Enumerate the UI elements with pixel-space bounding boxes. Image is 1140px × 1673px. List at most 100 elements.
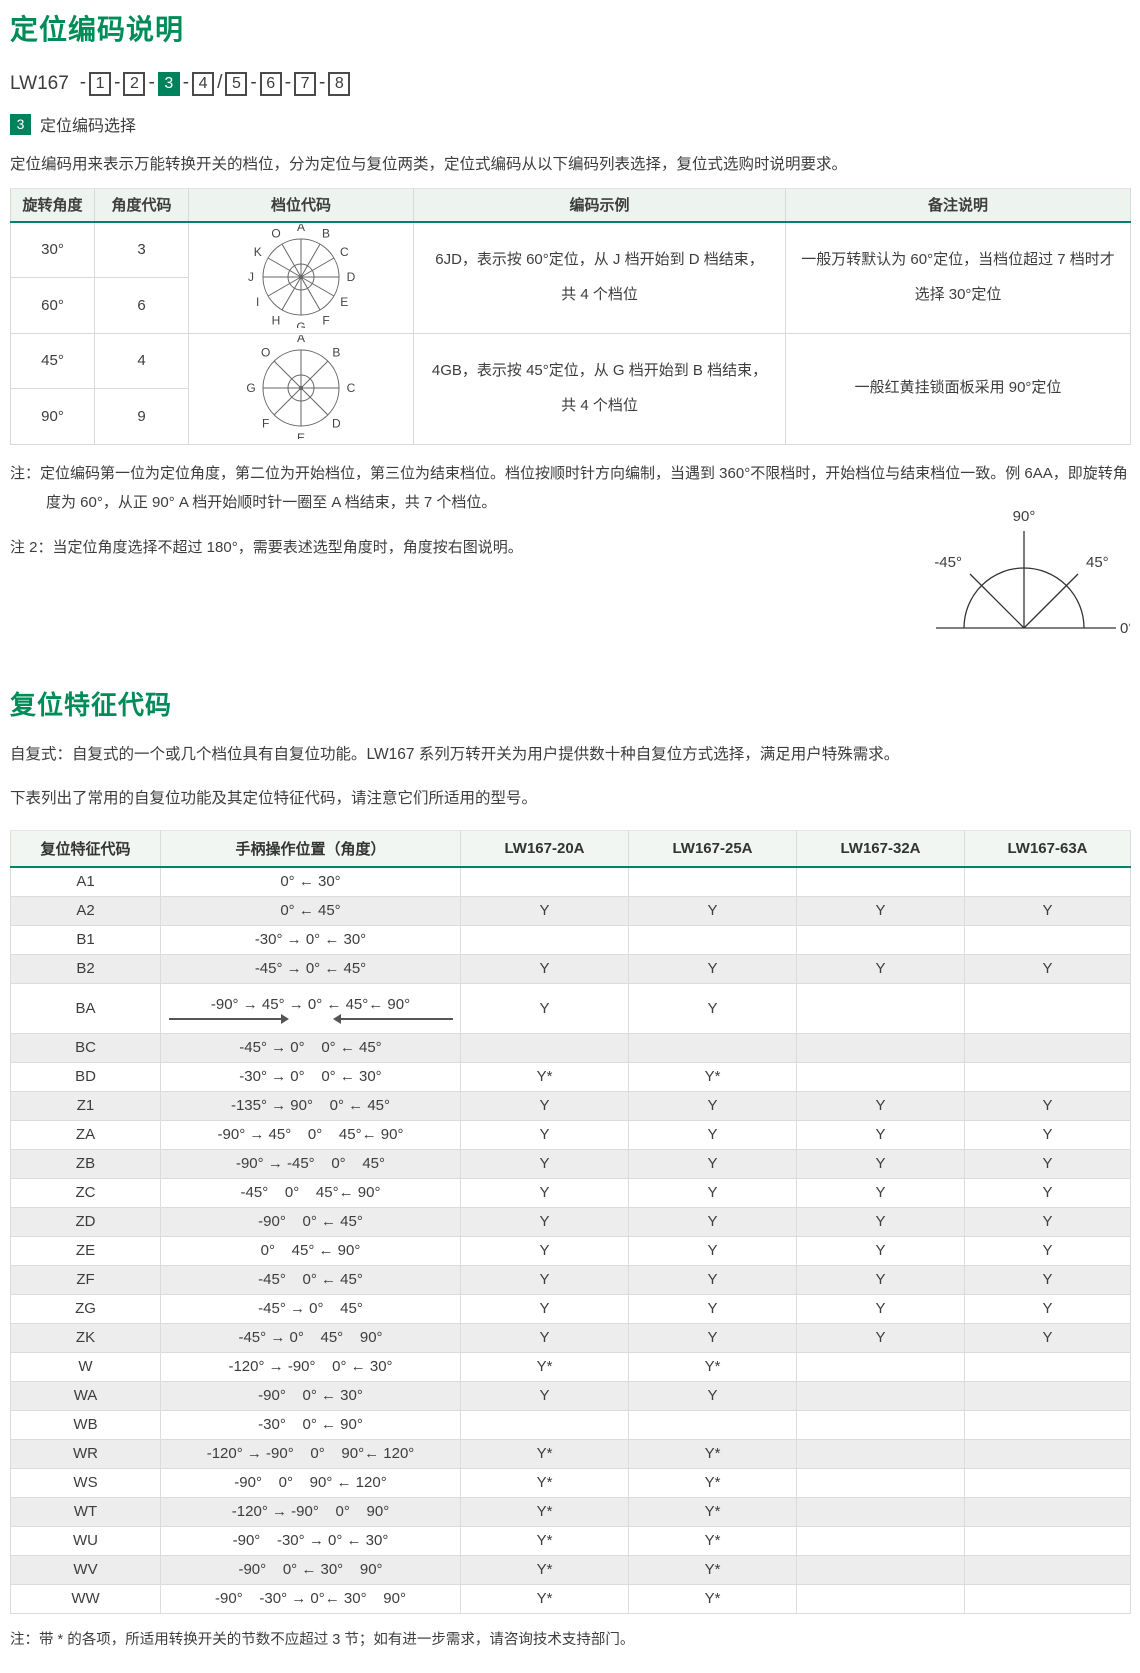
column-header-reset-code: 复位特征代码 xyxy=(10,829,161,868)
rotation-angle-cell: 60° xyxy=(10,276,95,334)
table-row: BD -30° → 0° 0° ← 30° Y* Y* xyxy=(10,1061,1131,1092)
svg-text:C: C xyxy=(340,245,349,259)
model-prefix: LW167 xyxy=(10,73,69,94)
handle-position-cell: 0° ← 30° xyxy=(160,866,461,897)
reset-code-cell: ZA xyxy=(10,1119,161,1150)
handle-position-cell: -135° → 90° 0° ← 45° xyxy=(160,1090,461,1121)
code-separator: - xyxy=(79,72,87,93)
reset-code-cell: WV xyxy=(10,1554,161,1585)
code-separator: - xyxy=(114,72,121,93)
reset-code-cell: WW xyxy=(10,1583,161,1614)
code-separator: - xyxy=(250,72,257,93)
availability-cell: Y xyxy=(628,1090,797,1121)
handle-position-cell: -90° → -45° 0° 45° xyxy=(160,1148,461,1179)
reset-code-cell: ZE xyxy=(10,1235,161,1266)
table-row: 90° 9 xyxy=(10,388,1131,445)
availability-cell: Y xyxy=(460,1148,629,1179)
svg-text:G: G xyxy=(296,320,305,328)
reset-code-cell: WB xyxy=(10,1409,161,1440)
reset-code-cell: WS xyxy=(10,1467,161,1498)
reset-code-cell: A2 xyxy=(10,895,161,926)
table-row: WW -90° -30° → 0°← 30° 90° Y* Y* xyxy=(10,1583,1131,1614)
reset-code-cell: ZD xyxy=(10,1206,161,1237)
right-arrow-line xyxy=(168,1014,289,1024)
table-row: ZB -90° → -45° 0° 45° Y Y Y Y xyxy=(10,1148,1131,1179)
code-box-2: 2 xyxy=(123,72,146,96)
reset-code-cell: BC xyxy=(10,1032,161,1063)
table-row: 45° 4 A B C D E F G O 4GB，表示按 45°定位，从 G 档开始到 B … xyxy=(10,331,1131,445)
reset-code-cell: ZB xyxy=(10,1148,161,1179)
availability-cell: Y xyxy=(628,953,797,984)
availability-cell xyxy=(964,1438,1131,1469)
availability-cell xyxy=(964,924,1131,955)
availability-cell: Y xyxy=(628,1206,797,1237)
svg-text:A: A xyxy=(297,224,305,234)
availability-cell: Y* xyxy=(460,1438,629,1469)
availability-cell: Y xyxy=(460,1235,629,1266)
code-box-7: 7 xyxy=(294,72,317,96)
table-row: WT -120° → -90° 0° 90° Y* Y* xyxy=(10,1496,1131,1527)
availability-cell: Y xyxy=(460,953,629,984)
handle-position-cell: -45° → 0° ← 45° xyxy=(160,953,461,984)
section-badge-label: 定位编码选择 xyxy=(40,118,137,135)
reset-code-cell: A1 xyxy=(10,866,161,897)
reset-code-cell: BA xyxy=(10,982,161,1034)
handle-position-cell: -45° 0° ← 45° xyxy=(160,1264,461,1295)
reset-code-cell: WT xyxy=(10,1496,161,1527)
code-separator: / xyxy=(217,72,223,93)
reset-code-cell: ZC xyxy=(10,1177,161,1208)
svg-text:E: E xyxy=(340,295,348,309)
availability-cell: Y xyxy=(628,1235,797,1266)
availability-cell: Y xyxy=(796,953,965,984)
availability-cell: Y xyxy=(628,1177,797,1208)
handle-position-cell: -90° → 45° 0° 45°← 90° xyxy=(160,1119,461,1150)
code-separator: - xyxy=(284,72,292,93)
availability-cell xyxy=(796,1438,965,1469)
reset-code-cell: WA xyxy=(10,1380,161,1411)
reset-table-body: A1 0° ← 30° A2 0° ← 45° Y Y Y Y B1 -30° → 0° ← 30… xyxy=(10,866,1131,1614)
availability-cell: Y* xyxy=(460,1583,629,1614)
handle-position-cell: -90° 0° ← 45° xyxy=(160,1206,461,1237)
code-separator: - xyxy=(182,72,190,93)
svg-text:E: E xyxy=(297,431,305,439)
footer-note: 注：带 * 的各项，所适用转换开关的节数不应超过 3 节；如有进一步需求，请咨询… xyxy=(10,1631,635,1648)
availability-cell: Y* xyxy=(460,1351,629,1382)
table-row: ZD -90° 0° ← 45° Y Y Y Y xyxy=(10,1206,1131,1237)
availability-cell xyxy=(460,1032,629,1063)
availability-cell: Y* xyxy=(628,1554,797,1585)
reset-paragraph-2: 下表列出了常用的自复位功能及其定位特征代码，请注意它们所适用的型号。 xyxy=(10,789,538,807)
availability-cell: Y xyxy=(796,1119,965,1150)
model-code-line: LW167 -1-2-3-4/5-6-7-8 xyxy=(10,72,1130,96)
availability-cell: Y xyxy=(628,982,797,1034)
availability-cell: Y* xyxy=(628,1583,797,1614)
handle-position-cell: 0° ← 45° xyxy=(160,895,461,926)
reset-code-cell: WR xyxy=(10,1438,161,1469)
availability-cell: Y xyxy=(964,1090,1131,1121)
angle-label-45: 45° xyxy=(1086,554,1109,571)
table-row: B1 -30° → 0° ← 30° xyxy=(10,924,1131,955)
availability-cell xyxy=(964,1032,1131,1063)
availability-cell: Y xyxy=(460,895,629,926)
reset-section-title: 复位特征代码 xyxy=(10,689,173,720)
availability-cell: Y xyxy=(628,895,797,926)
availability-cell: Y xyxy=(964,1206,1131,1237)
column-header-remarks: 备注说明 xyxy=(785,188,1131,223)
reset-code-cell: ZG xyxy=(10,1293,161,1324)
availability-cell: Y* xyxy=(460,1061,629,1092)
angle-code-cell: 4 xyxy=(94,332,189,389)
table-row: WR -120° → -90° 0° 90°← 120° Y* Y* xyxy=(10,1438,1131,1469)
svg-text:G: G xyxy=(246,381,255,395)
svg-text:J: J xyxy=(248,270,254,284)
column-header-code-example: 编码示例 xyxy=(413,188,786,223)
svg-text:F: F xyxy=(262,416,269,430)
table-row: ZA -90° → 45° 0° 45°← 90° Y Y Y Y xyxy=(10,1119,1131,1150)
availability-cell xyxy=(964,1061,1131,1092)
availability-cell xyxy=(964,866,1131,897)
availability-cell xyxy=(964,1525,1131,1556)
reset-feature-table: 复位特征代码 手柄操作位置（角度） LW167-20A LW167-25A LW… xyxy=(10,829,1131,1614)
availability-cell: Y xyxy=(796,1177,965,1208)
angle-reference-diagram: 90° -45° 45° 0° xyxy=(934,508,1130,637)
reset-code-cell: WU xyxy=(10,1525,161,1556)
